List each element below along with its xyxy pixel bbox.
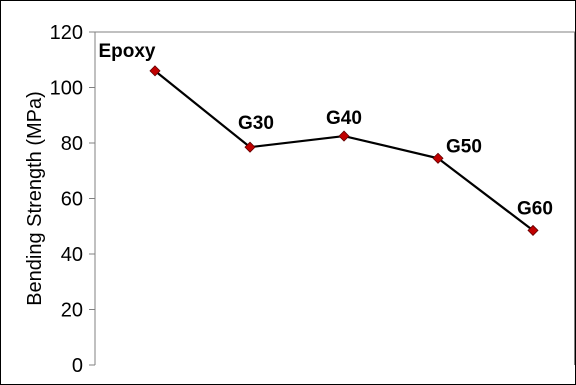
y-tick-label: 100 — [50, 78, 83, 100]
data-point-marker — [527, 224, 539, 236]
y-tick-label: 120 — [50, 22, 83, 44]
data-point-marker — [432, 152, 444, 164]
y-tick-label: 40 — [61, 244, 83, 266]
data-point-marker — [244, 141, 256, 153]
y-tick-label: 60 — [61, 189, 83, 211]
data-label: G40 — [326, 108, 362, 129]
series: Epoxy G30 G40 G50 G60 — [98, 41, 553, 236]
data-label: G50 — [446, 136, 482, 157]
y-tick-label: 80 — [61, 133, 83, 155]
y-ticks: 0 20 40 60 80 100 120 — [50, 22, 95, 377]
y-tick-label: 20 — [61, 300, 83, 322]
data-label: G30 — [238, 113, 274, 134]
y-tick-label: 0 — [72, 355, 83, 377]
data-label: Epoxy — [98, 41, 155, 62]
data-label: G60 — [517, 198, 553, 219]
data-point-marker — [338, 130, 350, 142]
data-point-marker — [149, 65, 161, 77]
y-axis-label: Bending Strength (MPa) — [24, 91, 46, 306]
